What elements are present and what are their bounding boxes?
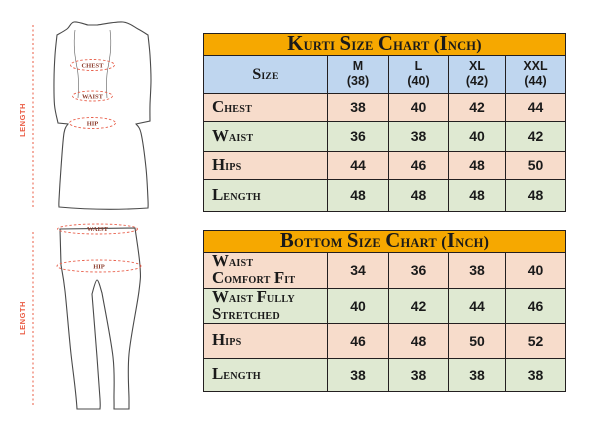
svg-text:WAIST: WAIST — [87, 226, 109, 233]
svg-text:WAIST: WAIST — [82, 94, 104, 101]
svg-text:HIP: HIP — [93, 264, 105, 271]
svg-text:LENGTH: LENGTH — [18, 301, 27, 335]
svg-text:LENGTH: LENGTH — [18, 103, 27, 137]
svg-text:CHEST: CHEST — [81, 63, 104, 70]
svg-text:HIP: HIP — [87, 121, 99, 128]
